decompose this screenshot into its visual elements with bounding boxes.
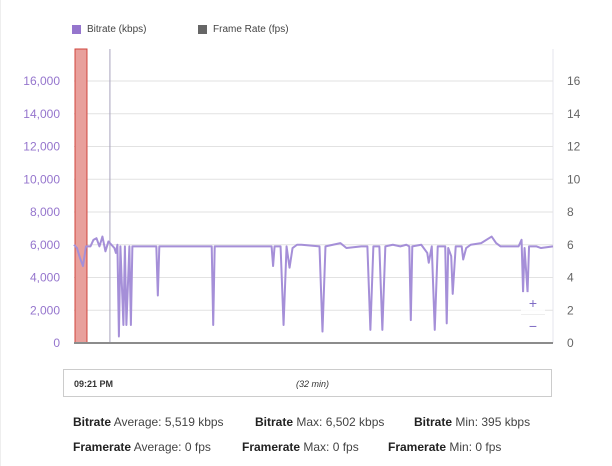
stat-framerate-min: Framerate Min: 0 fps [388,440,501,454]
range-duration: (32 min) [296,379,330,389]
y-left-tick-label: 0 [53,336,60,350]
legend-item-framerate[interactable]: Frame Rate (fps) [198,24,289,35]
bitrate-series-line [73,235,554,338]
y-right-tick-label: 2 [567,303,574,317]
legend-swatch-bitrate [72,25,81,34]
highlight-band [74,48,88,344]
stat-bitrate-average: Bitrate Average: 5,519 kbps [73,415,224,429]
y-left-tick-label: 2,000 [30,303,60,317]
stat-value: Max: 6,502 kbps [296,415,385,429]
time-range-selector[interactable]: 09:21 PM (32 min) [63,369,552,397]
stat-framerate-average: Framerate Average: 0 fps [73,440,211,454]
zoom-controls: + − [521,292,545,340]
stat-label: Bitrate [73,415,112,429]
y-right-tick-label: 12 [567,140,581,154]
stat-value: Max: 0 fps [303,440,359,454]
stat-value: Min: 395 kbps [455,415,531,429]
chart-plot[interactable]: 0 0 2,000 2 4,000 4 6,000 6 8,000 8 10,000 10 12,000… [1,0,612,360]
stat-bitrate-max: Bitrate Max: 6,502 kbps [255,415,384,429]
stat-bitrate-min: Bitrate Min: 395 kbps [414,415,530,429]
stat-value: Average: 5,519 kbps [113,415,224,429]
stat-value: Min: 0 fps [449,440,502,454]
stat-label: Bitrate [255,415,294,429]
y-left-tick-label: 4,000 [30,271,60,285]
y-left-tick-label: 12,000 [23,140,60,154]
stat-label: Framerate [388,440,447,454]
legend-label: Bitrate (kbps) [87,24,147,35]
y-right-tick-label: 8 [567,205,574,219]
y-left-tick-label: 8,000 [30,205,60,219]
legend-swatch-framerate [198,25,207,34]
y-right-tick-label: 16 [567,74,581,88]
y-right-tick-label: 6 [567,238,574,252]
zoom-in-button[interactable]: + [528,295,538,311]
y-right-tick-label: 0 [567,336,574,350]
y-left-tick-label: 14,000 [23,107,60,121]
stat-label: Framerate [73,440,132,454]
y-left-tick-label: 16,000 [23,74,60,88]
y-right-tick-label: 4 [567,271,574,285]
range-start-time: 09:21 PM [74,379,114,389]
y-left-tick-label: 6,000 [30,238,60,252]
legend-item-bitrate[interactable]: Bitrate (kbps) [72,24,146,35]
stat-value: Average: 0 fps [133,440,211,454]
y-right-tick-label: 10 [567,172,581,186]
stat-label: Bitrate [414,415,453,429]
legend-label: Frame Rate (fps) [213,24,289,35]
y-right-tick-label: 14 [567,107,581,121]
stat-framerate-max: Framerate Max: 0 fps [242,440,359,454]
stat-label: Framerate [242,440,301,454]
zoom-out-button[interactable]: − [521,314,545,337]
y-left-tick-label: 10,000 [23,172,60,186]
